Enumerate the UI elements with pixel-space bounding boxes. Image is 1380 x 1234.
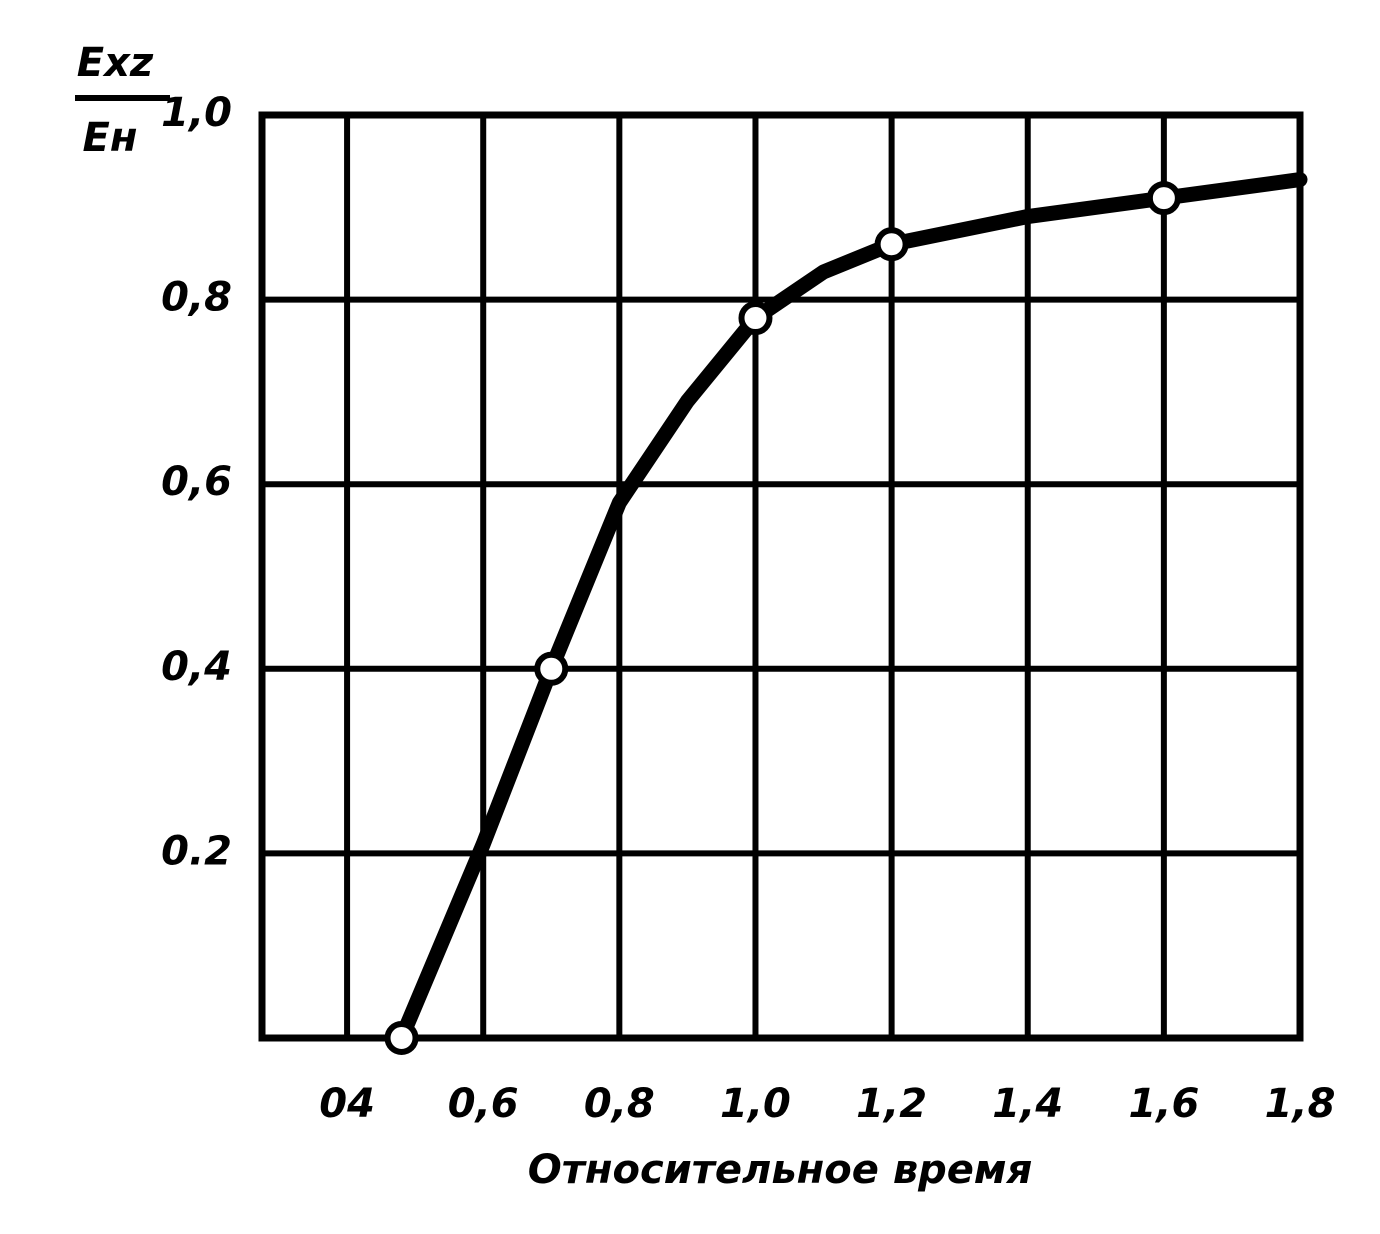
data-point (738, 301, 773, 336)
x-tick-label: 1,2 (856, 1081, 927, 1127)
y-label-denominator: Eн (83, 115, 138, 161)
x-tick-label: 1,4 (992, 1081, 1063, 1127)
x-tick-label: 1,0 (720, 1081, 791, 1127)
data-point (384, 1021, 419, 1055)
data-point (874, 227, 909, 262)
x-tick-label: 1,6 (1128, 1081, 1199, 1127)
x-tick-label: 04 (319, 1081, 375, 1127)
y-tick-label: 0,8 (161, 275, 232, 321)
y-label-numerator: Exz (77, 40, 154, 86)
x-tick-label: 1,8 (1265, 1081, 1336, 1127)
data-point (534, 651, 569, 686)
plot-frame (258, 111, 1304, 1042)
x-tick-label: 0,6 (448, 1081, 519, 1127)
x-axis-label: Относительное время (528, 1147, 1033, 1193)
x-tick-label: 0,8 (584, 1081, 655, 1127)
y-tick-label: 0.2 (161, 828, 232, 874)
y-tick-label: 0,6 (161, 459, 232, 505)
y-tick-label: 1,0 (161, 90, 232, 136)
y-tick-label: 0,4 (161, 644, 232, 690)
data-point (1146, 181, 1181, 216)
